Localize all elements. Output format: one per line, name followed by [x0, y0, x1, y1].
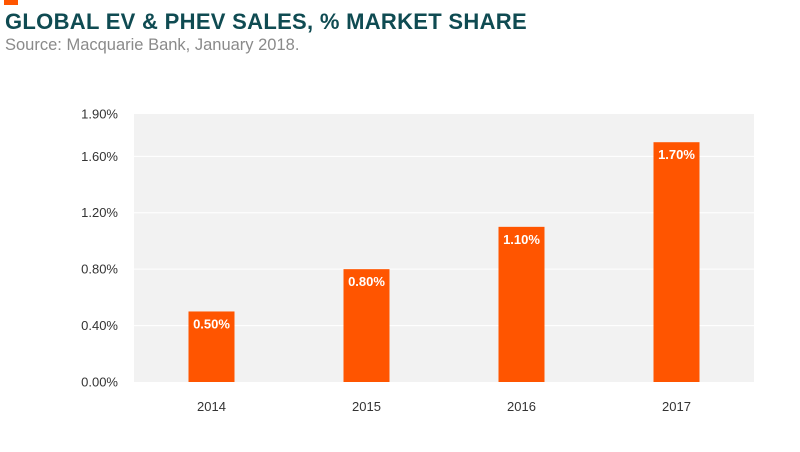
x-tick-label-2016: 2016 — [507, 399, 536, 414]
chart-title: GLOBAL EV & PHEV SALES, % MARKET SHARE — [5, 9, 527, 34]
y-tick-label: 0.40% — [81, 318, 118, 333]
data-label-2016: 1.10% — [503, 232, 540, 247]
data-label-2017: 1.70% — [658, 147, 695, 162]
y-tick-label: 0.80% — [81, 262, 118, 277]
data-label-2015: 0.80% — [348, 274, 385, 289]
bar-2015 — [343, 269, 390, 382]
accent-tab — [4, 0, 18, 5]
x-axis-ticks: 2014 2015 2016 2017 — [197, 399, 691, 414]
gridlines — [134, 155, 754, 327]
y-tick-label: 1.60% — [81, 149, 118, 164]
y-axis-ticks: 0.00% 0.40% 0.80% 1.20% 1.60% 1.90% — [81, 107, 118, 390]
bars — [188, 142, 700, 382]
x-tick-label-2014: 2014 — [197, 399, 226, 414]
x-tick-label-2015: 2015 — [352, 399, 381, 414]
x-tick-label-2017: 2017 — [662, 399, 691, 414]
data-labels: 0.50% 0.80% 1.10% 1.70% — [193, 147, 695, 331]
chart-subtitle: Source: Macquarie Bank, January 2018. — [5, 36, 300, 54]
data-label-2014: 0.50% — [193, 316, 230, 331]
bar-2014 — [188, 311, 235, 382]
bar-2016 — [498, 226, 545, 382]
y-tick-label: 1.90% — [81, 107, 118, 122]
y-tick-label: 1.20% — [81, 205, 118, 220]
y-tick-label: 0.00% — [81, 375, 118, 390]
bar-2017 — [653, 142, 700, 382]
plot-area — [134, 114, 754, 382]
